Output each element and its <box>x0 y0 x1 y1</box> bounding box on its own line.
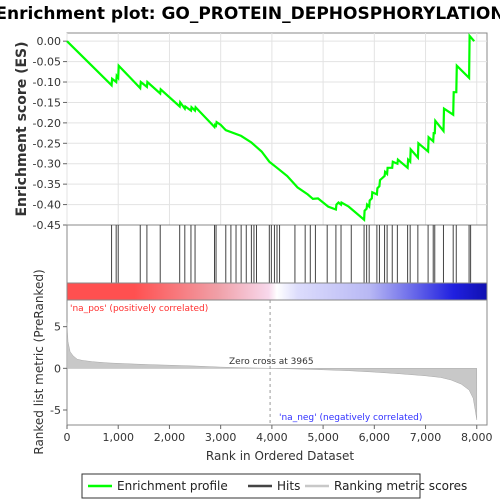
ranking-y-axis-label: Ranked list metric (PreRanked) <box>32 269 46 454</box>
es-y-axis-label: Enrichment score (ES) <box>14 41 30 216</box>
es-y-tick-label: 0.00 <box>37 35 62 48</box>
x-tick-label: 6,000 <box>359 431 391 444</box>
ranking-y-tick-label: -5 <box>50 404 61 417</box>
x-tick-label: 2,000 <box>154 431 186 444</box>
legend-label-ranking-metric: Ranking metric scores <box>334 479 467 493</box>
ranking-y-tick-label: 0 <box>54 362 61 375</box>
hits-panel <box>66 224 488 284</box>
x-axis: 0 1,000 2,000 3,000 4,000 5,000 6,000 7,000 8,00… <box>64 425 493 444</box>
es-y-tick-label: -0.05 <box>33 56 61 69</box>
chart-title: Enrichment plot: GO_PROTEIN_DEPHOSPHORYL… <box>0 4 500 24</box>
es-y-tick-label: -0.45 <box>33 219 61 232</box>
enrichment-profile-line <box>66 32 476 222</box>
x-tick-label: 0 <box>64 431 71 444</box>
x-tick-label: 3,000 <box>205 431 237 444</box>
es-panel: 0.00 -0.05 -0.10 -0.15 -0.20 -0.25 -0.30 -0.35 -… <box>14 32 488 232</box>
x-axis-label: Rank in Ordered Dataset <box>206 449 354 463</box>
es-y-tick-label: -0.40 <box>33 199 61 212</box>
ranking-panel: 5 0 -5 'na_pos' (positively correlated) 'n… <box>32 269 488 455</box>
legend: Enrichment profile Hits Ranking metric s… <box>81 473 467 499</box>
legend-label-hits: Hits <box>277 479 300 493</box>
es-y-axis: 0.00 -0.05 -0.10 -0.15 -0.20 -0.25 -0.30 -0.35 -… <box>33 35 67 232</box>
es-y-tick-label: -0.30 <box>33 158 61 171</box>
es-y-tick-label: -0.10 <box>33 76 61 89</box>
hit-lines <box>111 225 472 283</box>
es-y-tick-label: -0.35 <box>33 178 61 191</box>
x-tick-label: 4,000 <box>256 431 288 444</box>
neg-correlated-label: 'na_neg' (negatively correlated) <box>279 413 422 423</box>
ranking-y-axis: 5 0 -5 <box>50 321 67 417</box>
es-plot-frame <box>66 32 488 226</box>
ranking-frame <box>66 299 488 426</box>
es-y-tick-label: -0.15 <box>33 96 61 109</box>
colorbar-gradient <box>66 282 488 301</box>
zero-cross-label: Zero cross at 3965 <box>229 357 314 367</box>
ranking-y-tick-label: 5 <box>54 321 61 334</box>
x-tick-label: 5,000 <box>307 431 339 444</box>
rank-colorbar <box>66 282 488 301</box>
es-y-tick-label: -0.25 <box>33 137 61 150</box>
x-tick-label: 8,000 <box>461 431 493 444</box>
legend-label-enrichment-profile: Enrichment profile <box>117 479 228 493</box>
es-y-tick-label: -0.20 <box>33 117 61 130</box>
x-tick-label: 7,000 <box>410 431 442 444</box>
es-grid <box>66 33 487 226</box>
pos-correlated-label: 'na_pos' (positively correlated) <box>70 304 208 314</box>
x-tick-label: 1,000 <box>102 431 134 444</box>
